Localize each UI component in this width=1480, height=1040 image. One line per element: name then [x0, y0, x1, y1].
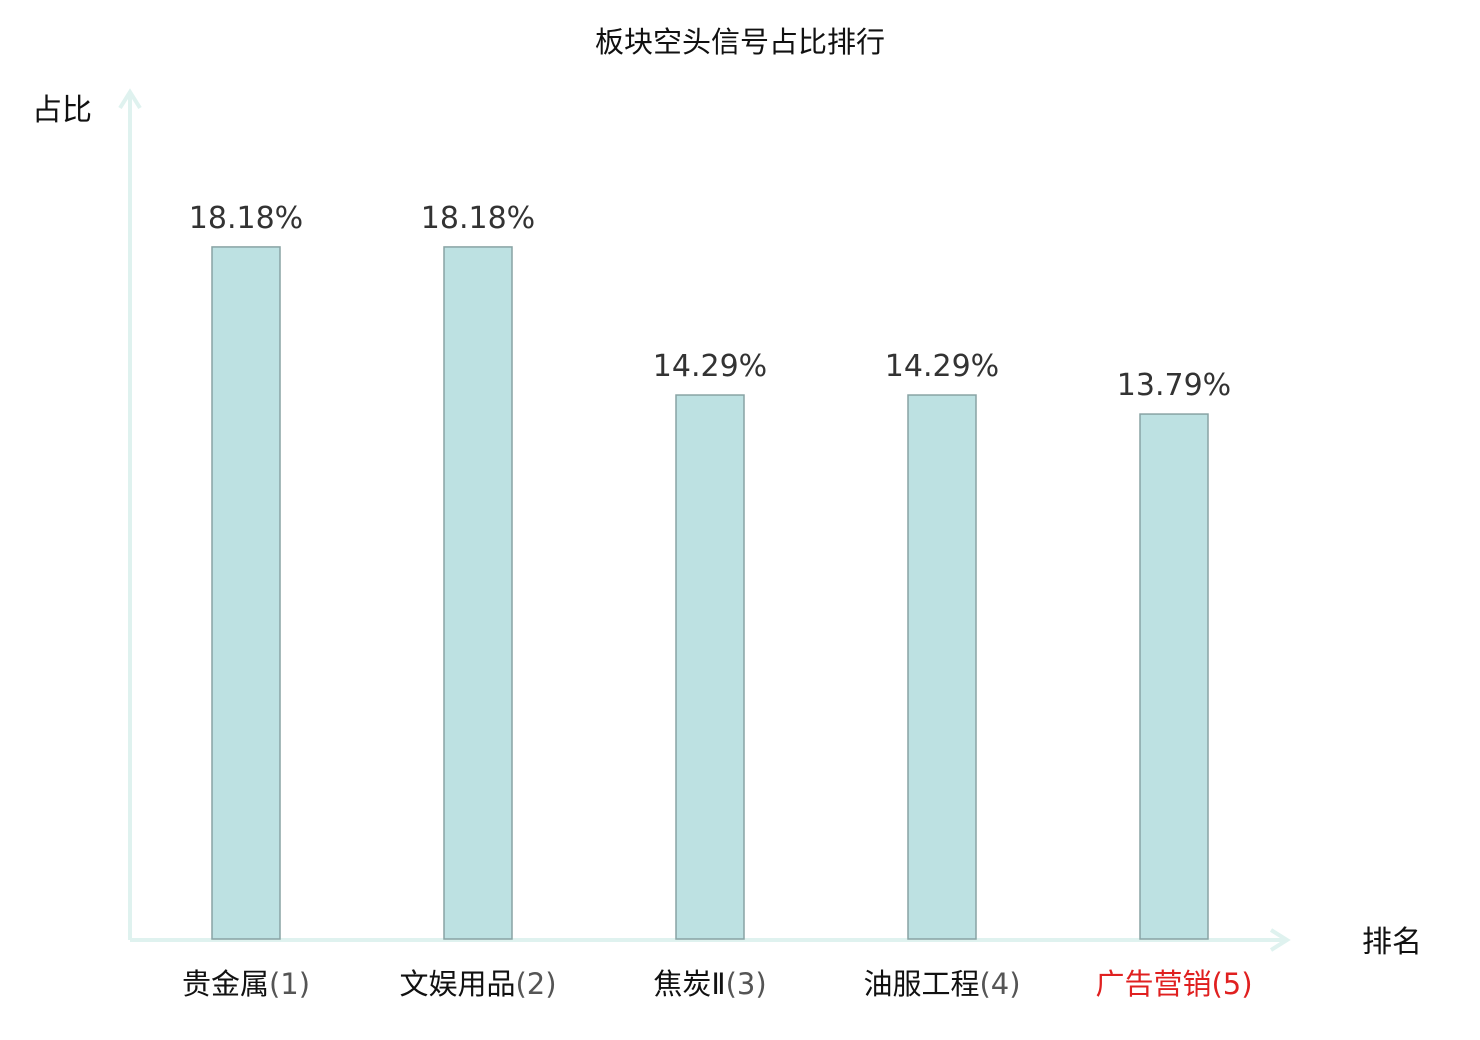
y-axis-label: 占比 — [32, 93, 92, 128]
category-label-2: 文娱用品(2) — [399, 967, 556, 1001]
value-label-4: 14.29% — [885, 349, 999, 384]
chart-title: 板块空头信号占比排行 — [595, 25, 885, 59]
bars-group — [211, 246, 1209, 940]
axes — [118, 88, 1291, 952]
bar-5 — [1139, 413, 1209, 940]
value-label-2: 18.18% — [421, 201, 535, 236]
value-label-3: 14.29% — [653, 349, 767, 384]
x-axis-arrow — [1269, 928, 1291, 952]
bar-4 — [907, 394, 977, 940]
bar-2 — [443, 246, 513, 940]
value-labels-group: 18.18% 18.18% 14.29% 14.29% 13.79% — [189, 201, 1231, 403]
category-label-3: 焦炭Ⅱ(3) — [653, 967, 766, 1001]
x-axis-label: 排名 — [1362, 925, 1422, 960]
category-rank-5: (5) — [1211, 967, 1252, 1001]
category-labels-group: 贵金属(1) 文娱用品(2) 焦炭Ⅱ(3) 油服工程(4) 广告营销(5) — [182, 967, 1253, 1001]
category-label-5: 广告营销(5) — [1095, 967, 1252, 1001]
y-axis-arrow — [118, 88, 142, 110]
value-label-5: 13.79% — [1117, 368, 1231, 403]
bar-1 — [211, 246, 281, 940]
category-label-1: 贵金属(1) — [182, 967, 310, 1001]
category-rank-3: (3) — [726, 967, 767, 1001]
category-label-4: 油服工程(4) — [863, 967, 1020, 1001]
category-name-2: 文娱用品 — [399, 967, 515, 1001]
category-name-5: 广告营销 — [1095, 967, 1211, 1001]
category-rank-1: (1) — [269, 967, 310, 1001]
category-name-4: 油服工程 — [863, 967, 979, 1001]
bar-3 — [675, 394, 745, 940]
category-name-1: 贵金属 — [182, 967, 269, 1001]
value-label-1: 18.18% — [189, 201, 303, 236]
category-name-3: 焦炭Ⅱ — [653, 967, 725, 1001]
category-rank-4: (4) — [979, 967, 1020, 1001]
category-rank-2: (2) — [515, 967, 556, 1001]
